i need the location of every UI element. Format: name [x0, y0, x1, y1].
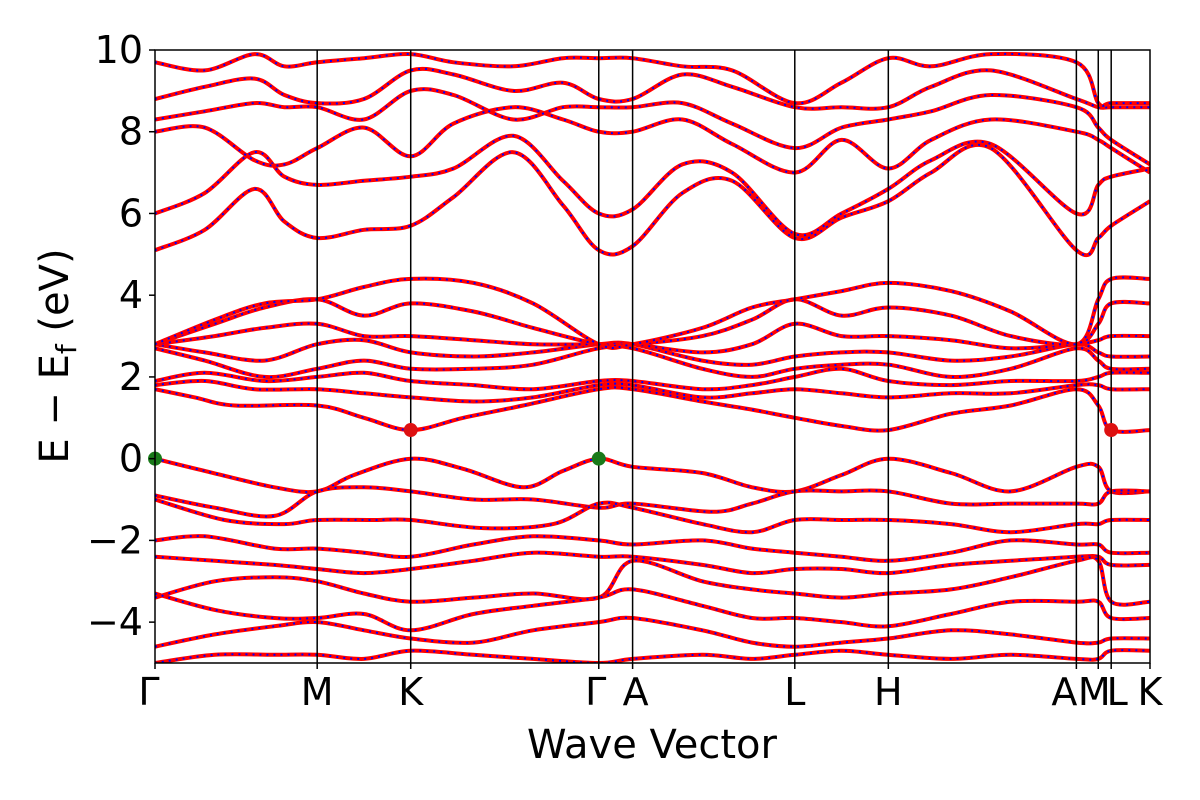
- x-axis-label: Wave Vector: [527, 722, 778, 768]
- x-tick-label-9: L: [1107, 670, 1128, 714]
- band-line-4: [155, 550, 1150, 576]
- band-line-17: [155, 142, 1150, 258]
- band-line-16: [155, 275, 1150, 350]
- x-tick-label-10: K: [1138, 670, 1164, 714]
- x-axis-ticks: Γ M K Γ A L H A ML K: [138, 663, 1164, 714]
- x-tick-label-0: Γ: [138, 670, 159, 714]
- band-line-15: [155, 297, 1150, 348]
- band-line-dotted-9: [155, 386, 1150, 433]
- x-tick-label-3: Γ: [585, 670, 606, 714]
- x-tick-label-7: A: [1051, 670, 1077, 714]
- band-line-12: [155, 344, 1150, 380]
- y-tick-label-0: −4: [87, 600, 143, 644]
- band-line-10: [155, 378, 1150, 404]
- x-tick-label-1: M: [301, 670, 334, 714]
- y-axis-label-sub: f: [50, 343, 83, 354]
- band-line-5: [155, 555, 1150, 607]
- band-line-dotted-21: [155, 67, 1150, 110]
- y-axis-label-unit: (eV): [32, 248, 78, 344]
- band-line-8: [155, 648, 1150, 663]
- plot-frame: [154, 49, 1151, 664]
- y-tick-label-7: 10: [95, 28, 143, 72]
- band-line-dotted-13: [155, 338, 1150, 366]
- band-line-18: [155, 133, 1150, 238]
- valence-max-marker-1: [591, 451, 606, 466]
- band-line-19: [155, 105, 1150, 175]
- band-line-22: [155, 51, 1150, 109]
- band-line-dotted-7: [155, 616, 1150, 648]
- band-line-dotted-2: [155, 498, 1150, 534]
- band-line-dotted-3: [155, 535, 1150, 562]
- conduction-min-marker-0: [403, 423, 418, 438]
- y-axis-label-main: E − E: [32, 354, 78, 464]
- x-tick-label-4: A: [623, 670, 649, 714]
- band-line-dotted-0: [155, 457, 1150, 495]
- y-axis-label: E − Ef (eV): [32, 248, 83, 463]
- y-tick-label-5: 6: [119, 191, 143, 235]
- band-line-dotted-17: [155, 143, 1150, 257]
- y-tick-label-1: −2: [87, 518, 143, 562]
- kpoint-lines: [316, 50, 1112, 663]
- bands-layer: [155, 51, 1150, 663]
- band-line-dotted-16: [155, 276, 1150, 349]
- band-line-dotted-6: [155, 588, 1150, 632]
- y-axis-ticks: −4 −2 0 2 4 6 8 10: [87, 28, 155, 644]
- band-line-dotted-11: [155, 367, 1150, 391]
- y-tick-label-6: 8: [119, 110, 143, 154]
- conduction-min-marker-1: [1104, 423, 1119, 438]
- extrema-markers: [148, 423, 1119, 466]
- y-tick-label-4: 4: [119, 273, 143, 317]
- band-line-dotted-19: [155, 106, 1150, 174]
- band-line-dotted-5: [155, 556, 1150, 606]
- band-line-0: [155, 456, 1150, 496]
- y-tick-label-2: 0: [119, 437, 143, 481]
- band-line-dotted-1: [155, 486, 1150, 518]
- x-tick-label-5: L: [784, 670, 805, 714]
- y-tick-label-3: 2: [119, 355, 143, 399]
- x-tick-label-6: H: [874, 670, 903, 714]
- x-tick-label-2: K: [398, 670, 424, 714]
- x-tick-label-8: M: [1078, 670, 1111, 714]
- band-line-7: [155, 615, 1150, 649]
